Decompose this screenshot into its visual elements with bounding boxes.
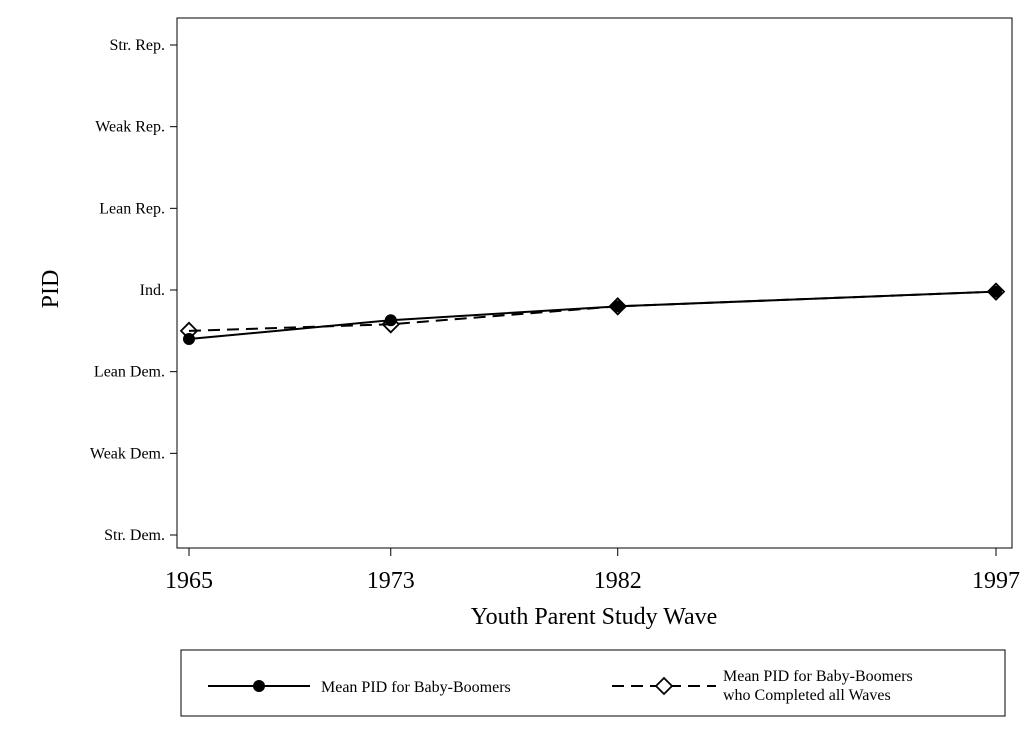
y-tick-label: Str. Dem. — [104, 527, 165, 544]
y-axis-title: PID — [38, 270, 64, 309]
series-layer — [179, 282, 1006, 345]
y-axis: Str. Dem. Weak Dem. Lean Dem. Ind. Lean Rep.… — [90, 37, 177, 544]
legend-circle-marker — [253, 680, 265, 692]
legend: Mean PID for Baby-Boomers Mean PID for B… — [180, 649, 1006, 717]
series-2-point — [179, 321, 199, 341]
legend-label-series-2: Mean PID for Baby-Boomers who Completed … — [723, 668, 917, 704]
legend-box — [180, 649, 1006, 717]
legend-label-series-1: Mean PID for Baby-Boomers — [321, 679, 511, 696]
plot-frame — [176, 17, 1013, 549]
x-axis: 1965 1973 1982 1997 — [165, 548, 1020, 594]
series-1-point — [384, 314, 397, 327]
y-tick-label: Weak Dem. — [90, 445, 165, 462]
series-2-point — [986, 282, 1006, 301]
x-axis-title: Youth Parent Study Wave — [471, 604, 718, 630]
series-2-line — [188, 290, 997, 332]
y-tick-label: Weak Rep. — [95, 119, 165, 136]
y-tick-label: Lean Rep. — [99, 200, 165, 217]
x-tick-label: 1973 — [367, 568, 415, 594]
y-tick-label: Lean Dem. — [94, 364, 165, 381]
legend-label-series-2-line-2: who Completed all Waves — [723, 687, 891, 704]
series-2-point — [608, 297, 627, 316]
x-tick-label: 1965 — [165, 568, 213, 594]
series-2 — [179, 282, 1006, 341]
y-tick-label: Str. Rep. — [109, 37, 165, 54]
plot-border — [176, 17, 1013, 549]
series-2-point — [381, 315, 401, 334]
legend-label-series-2-line-1: Mean PID for Baby-Boomers — [723, 668, 913, 685]
legend-diamond-marker — [654, 676, 674, 696]
x-tick-label: 1982 — [594, 568, 642, 594]
x-tick-label: 1997 — [972, 568, 1020, 594]
y-tick-label: Ind. — [140, 282, 165, 299]
